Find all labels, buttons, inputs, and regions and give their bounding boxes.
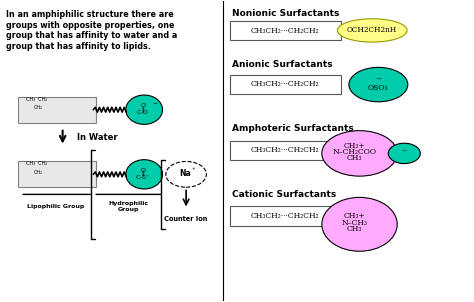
- FancyBboxPatch shape: [18, 162, 96, 187]
- Ellipse shape: [322, 198, 397, 251]
- Text: CH₃+: CH₃+: [344, 212, 365, 220]
- Text: ⁺: ⁺: [192, 168, 195, 174]
- Ellipse shape: [126, 95, 163, 124]
- Text: CH₃  CH₂: CH₃ CH₂: [26, 161, 47, 166]
- Ellipse shape: [388, 143, 420, 164]
- Text: ⁻: ⁻: [152, 102, 157, 112]
- Text: OSO₃: OSO₃: [368, 84, 389, 92]
- Text: ⁻: ⁻: [402, 148, 407, 158]
- Circle shape: [166, 162, 206, 187]
- FancyBboxPatch shape: [230, 206, 341, 226]
- Text: Anionic Surfactants: Anionic Surfactants: [232, 60, 333, 69]
- Text: CH₃: CH₃: [347, 225, 363, 233]
- Text: CH₃CH₂···CH₂CH₂: CH₃CH₂···CH₂CH₂: [251, 212, 319, 220]
- Text: ‖: ‖: [141, 106, 144, 111]
- Text: In Water: In Water: [77, 133, 118, 142]
- Text: ⁻: ⁻: [375, 77, 381, 87]
- Ellipse shape: [337, 19, 407, 42]
- FancyBboxPatch shape: [230, 140, 341, 160]
- Text: CH₃CH₂···CH₂CH₂: CH₃CH₂···CH₂CH₂: [251, 80, 319, 88]
- Text: CH₂: CH₂: [34, 105, 43, 111]
- Text: C-O⁻: C-O⁻: [136, 175, 150, 180]
- FancyBboxPatch shape: [230, 75, 341, 94]
- Text: C-O: C-O: [137, 110, 149, 115]
- Text: O: O: [140, 168, 145, 173]
- Text: CH₃CH₂···CH₂CH₂: CH₃CH₂···CH₂CH₂: [251, 146, 319, 154]
- Text: Hydrophilic
Group: Hydrophilic Group: [109, 201, 149, 212]
- Text: Lipophilic Group: Lipophilic Group: [27, 204, 84, 209]
- Text: Na: Na: [179, 169, 191, 178]
- Text: In an amphiphilic structure there are
groups with opposite properties, one
group: In an amphiphilic structure there are gr…: [6, 10, 177, 50]
- Text: Counter Ion: Counter Ion: [164, 216, 208, 222]
- Text: CH₃  CH₂: CH₃ CH₂: [26, 97, 47, 102]
- Ellipse shape: [349, 67, 408, 102]
- Text: Nonionic Surfactants: Nonionic Surfactants: [232, 9, 340, 18]
- Text: Cationic Surfactants: Cationic Surfactants: [232, 190, 337, 199]
- FancyBboxPatch shape: [230, 21, 341, 40]
- Text: CH₃+: CH₃+: [344, 142, 365, 150]
- Text: N–CH₃: N–CH₃: [342, 219, 368, 227]
- FancyBboxPatch shape: [18, 97, 96, 123]
- Text: Amphoteric Surfactants: Amphoteric Surfactants: [232, 124, 354, 133]
- Text: CH₃: CH₃: [347, 154, 363, 162]
- Text: O: O: [140, 103, 145, 108]
- Text: ‖: ‖: [141, 171, 144, 176]
- Text: N–CH₂COO: N–CH₂COO: [333, 148, 377, 156]
- Text: CH₂: CH₂: [34, 170, 43, 175]
- Ellipse shape: [322, 131, 397, 176]
- Text: CH₃CH₂···CH₂CH₂: CH₃CH₂···CH₂CH₂: [251, 27, 319, 34]
- Ellipse shape: [126, 160, 163, 189]
- Text: OCH2CH2nH: OCH2CH2nH: [347, 26, 397, 34]
